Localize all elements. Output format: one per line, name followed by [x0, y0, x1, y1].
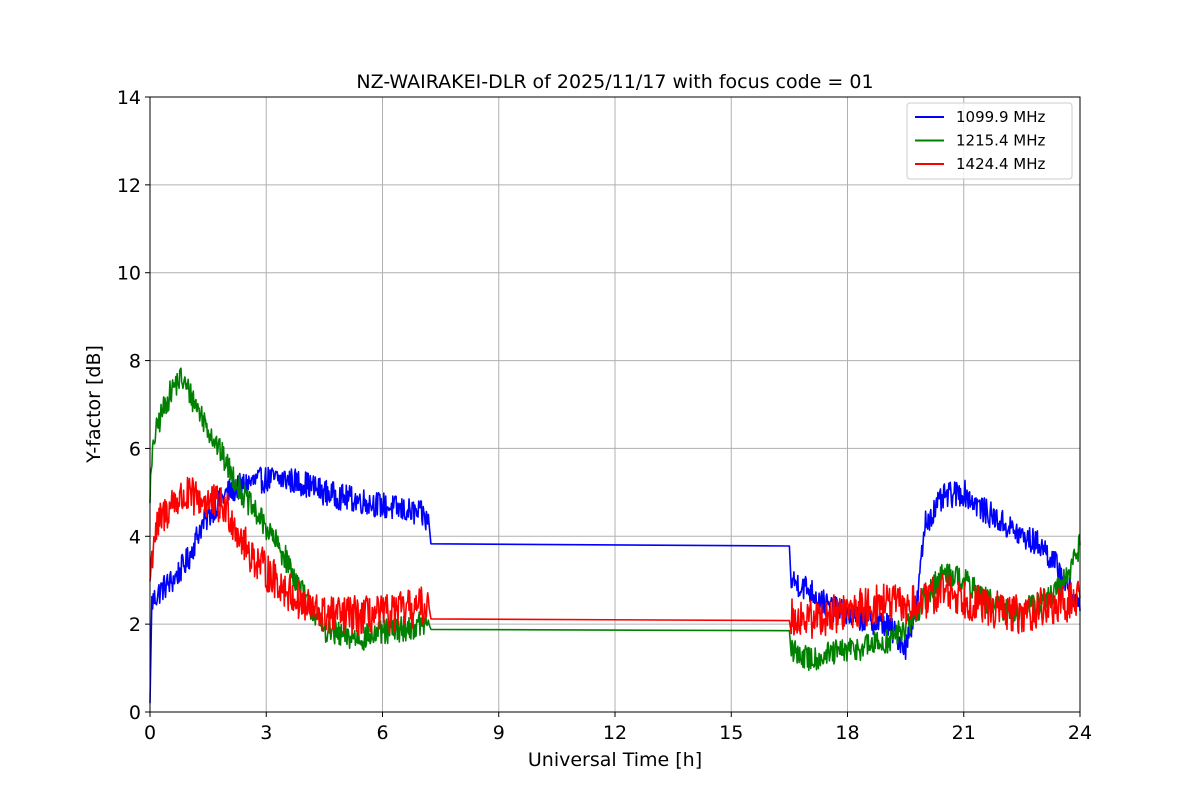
y-tick-label-6: 12	[117, 175, 141, 197]
y-axis-label: Y-factor [dB]	[83, 345, 105, 464]
x-tick-label-1: 3	[260, 722, 272, 744]
legend-label-2: 1424.4 MHz	[956, 155, 1045, 173]
x-tick-label-6: 18	[835, 722, 859, 744]
x-tick-label-3: 9	[493, 722, 505, 744]
legend: 1099.9 MHz 1215.4 MHz 1424.4 MHz	[906, 102, 1073, 180]
y-tick-label-1: 2	[129, 614, 141, 636]
series-line-2	[149, 476, 1081, 639]
chart-title: NZ-WAIRAKEI-DLR of 2025/11/17 with focus…	[356, 71, 873, 93]
x-tick-label-8: 24	[1068, 722, 1092, 744]
y-tick-label-3: 6	[129, 438, 141, 460]
legend-label-1: 1215.4 MHz	[956, 132, 1045, 150]
x-tick-label-5: 15	[719, 722, 743, 744]
y-tick-label-5: 10	[117, 263, 141, 285]
x-axis-ticks: 0 3 6 9 12 15 18 21 24	[144, 712, 1092, 744]
y-tick-label-2: 4	[129, 526, 141, 548]
y-tick-label-0: 0	[129, 702, 141, 724]
y-tick-label-4: 8	[129, 351, 141, 373]
x-tick-label-2: 6	[376, 722, 388, 744]
legend-label-0: 1099.9 MHz	[956, 108, 1045, 126]
y-tick-label-7: 14	[117, 87, 141, 109]
series-line-0	[149, 466, 1081, 704]
series-layer	[149, 367, 1081, 704]
x-tick-label-4: 12	[603, 722, 627, 744]
x-tick-label-0: 0	[144, 722, 156, 744]
x-axis-label: Universal Time [h]	[528, 749, 702, 771]
x-tick-label-7: 21	[952, 722, 976, 744]
legend-box	[906, 102, 1073, 180]
y-axis-ticks: 0 2 4 6 8 10 12 14	[117, 87, 150, 724]
